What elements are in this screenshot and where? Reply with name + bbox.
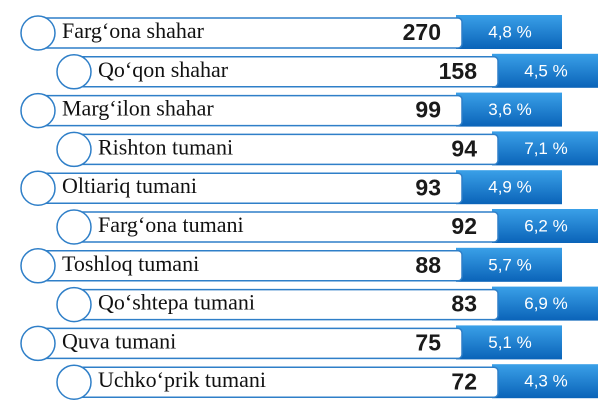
row-percent: 3,6 %: [488, 100, 531, 119]
row-bullet: [20, 325, 56, 362]
row-name: Farg‘ona tumani: [98, 212, 244, 237]
row-bullet: [56, 209, 92, 245]
percent-box: [456, 15, 562, 49]
row-value: 75: [415, 329, 441, 355]
row-percent: 5,7 %: [488, 255, 531, 274]
row-percent: 4,5 %: [524, 61, 567, 80]
row-bullet: [20, 15, 56, 51]
row-name: Qo‘shtepa tumani: [98, 290, 255, 315]
percent-box: [456, 325, 562, 360]
row-value: 270: [403, 19, 441, 45]
percent-box: [492, 209, 598, 243]
row-bullet: [20, 248, 56, 284]
row-value: 99: [415, 97, 441, 123]
row-bullet: [20, 170, 56, 206]
row-percent: 4,8 %: [488, 22, 531, 41]
percent-box: [456, 247, 562, 282]
row-percent: 4,9 %: [488, 178, 531, 197]
row-bullet: [56, 286, 92, 323]
row-value: 83: [451, 291, 477, 317]
percent-box: [492, 286, 598, 321]
row-bullet: [56, 364, 92, 400]
row-percent: 6,2 %: [524, 216, 567, 235]
row-bullet: [20, 92, 56, 129]
row-name: Farg‘ona shahar: [62, 18, 205, 43]
row-value: 72: [451, 368, 477, 394]
row-value: 158: [439, 58, 478, 84]
percent-box: [456, 92, 562, 127]
row-percent: 5,1 %: [488, 333, 531, 352]
row-name: Uchko‘prik tumani: [98, 367, 266, 392]
percent-box: [492, 53, 598, 88]
row-percent: 7,1 %: [524, 139, 567, 158]
row-percent: 4,3 %: [524, 372, 567, 391]
row-name: Toshloq tumani: [62, 251, 199, 276]
row-value: 93: [415, 174, 441, 200]
row-value: 92: [451, 213, 477, 239]
row-name: Qo‘qon shahar: [98, 57, 229, 82]
row-name: Rishton tumani: [98, 134, 233, 159]
row-name: Oltiariq tumani: [62, 173, 197, 198]
row-percent: 6,9 %: [524, 294, 567, 313]
row-name: Quva tumani: [62, 328, 176, 353]
row-bullet: [56, 54, 92, 90]
percent-box: [492, 131, 598, 166]
row-value: 88: [415, 252, 441, 278]
row-name: Marg‘ilon shahar: [62, 96, 214, 121]
percent-box: [492, 364, 598, 399]
row-bullet: [56, 131, 92, 168]
row-value: 94: [451, 135, 477, 161]
percent-box: [456, 170, 562, 205]
